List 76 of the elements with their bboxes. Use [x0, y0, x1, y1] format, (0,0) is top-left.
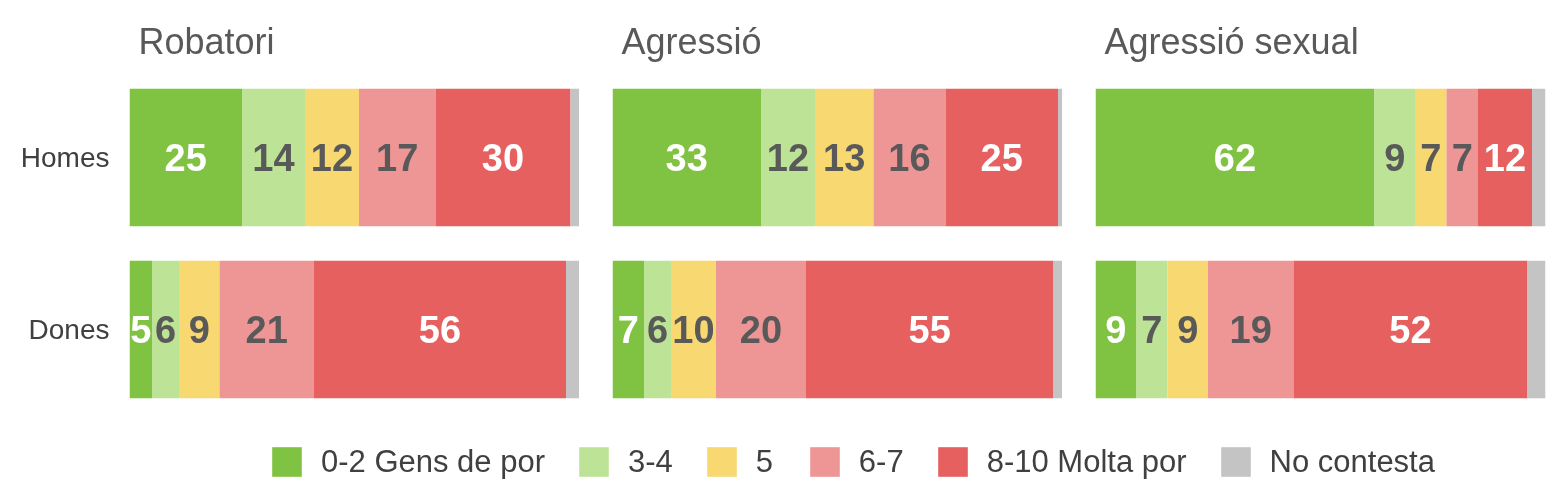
data-label: 7	[617, 309, 639, 351]
bar	[1167, 260, 1208, 399]
data-label: 30	[481, 137, 525, 179]
bar	[359, 88, 436, 227]
legend-label: 0-2 Gens de por	[321, 443, 546, 480]
data-label: 7	[1141, 309, 1163, 351]
bar	[716, 260, 806, 399]
data-label: 7	[1451, 137, 1473, 179]
legend-label: 5	[755, 443, 775, 480]
data-label: 5	[130, 309, 152, 351]
bar	[1058, 88, 1062, 227]
data-label: 6	[646, 309, 669, 351]
y-tick-label: Homes	[20, 142, 110, 173]
data-label: 25	[164, 137, 207, 179]
bar	[671, 260, 716, 399]
bar	[1527, 260, 1546, 399]
bar	[570, 88, 579, 227]
chart-title: Agressió	[621, 20, 762, 62]
bar	[815, 88, 874, 227]
data-label: 56	[418, 309, 462, 351]
data-label: 9	[188, 309, 210, 351]
data-label: 21	[245, 309, 288, 351]
data-label: 17	[376, 137, 419, 179]
data-label: 33	[665, 137, 708, 179]
data-label: 12	[1483, 137, 1527, 179]
bar	[219, 260, 314, 399]
bar	[1136, 260, 1168, 399]
bar	[1532, 88, 1546, 227]
bar	[179, 260, 220, 399]
bar	[1053, 260, 1062, 399]
bar	[806, 260, 1054, 399]
data-label: 25	[980, 137, 1023, 179]
bar	[1478, 88, 1532, 227]
legend-label: 6-7	[858, 443, 904, 480]
legend-label: 3-4	[628, 443, 673, 480]
legend-label: No contesta	[1269, 443, 1435, 480]
data-label: 12	[766, 137, 810, 179]
bar	[152, 260, 179, 399]
bar	[305, 88, 359, 227]
bar	[314, 260, 566, 399]
data-label: 9	[1177, 309, 1199, 351]
bar	[566, 260, 579, 399]
bar	[1208, 260, 1294, 399]
bar	[644, 260, 671, 399]
bar	[612, 260, 644, 399]
bar	[1446, 88, 1478, 227]
bar	[1095, 88, 1375, 227]
data-label: 12	[310, 137, 354, 179]
chart-title: Agressió sexual	[1104, 20, 1359, 62]
bar	[761, 88, 815, 227]
bar	[129, 88, 242, 227]
bar	[612, 88, 761, 227]
data-label: 55	[908, 309, 951, 351]
data-label: 9	[1105, 309, 1127, 351]
bar	[873, 88, 946, 227]
legend-label: 8-10 Molta por	[986, 443, 1187, 480]
bar	[1374, 88, 1415, 227]
data-label: 13	[823, 137, 866, 179]
data-label: 20	[739, 309, 783, 351]
data-label: 7	[1420, 137, 1442, 179]
bar	[242, 88, 305, 227]
bar	[435, 88, 571, 227]
bar	[1095, 260, 1136, 399]
bar	[945, 88, 1058, 227]
data-label: 10	[672, 309, 715, 351]
data-label: 9	[1384, 137, 1406, 179]
data-label: 16	[888, 137, 931, 179]
data-label: 62	[1213, 137, 1257, 179]
chart-title: Robatori	[138, 20, 275, 62]
y-tick-label: Dones	[28, 314, 110, 345]
data-label: 19	[1229, 309, 1272, 351]
data-label: 14	[252, 137, 295, 179]
data-label: 52	[1389, 309, 1432, 351]
bar	[1293, 260, 1528, 399]
data-label: 6	[154, 309, 177, 351]
bar	[1415, 88, 1447, 227]
